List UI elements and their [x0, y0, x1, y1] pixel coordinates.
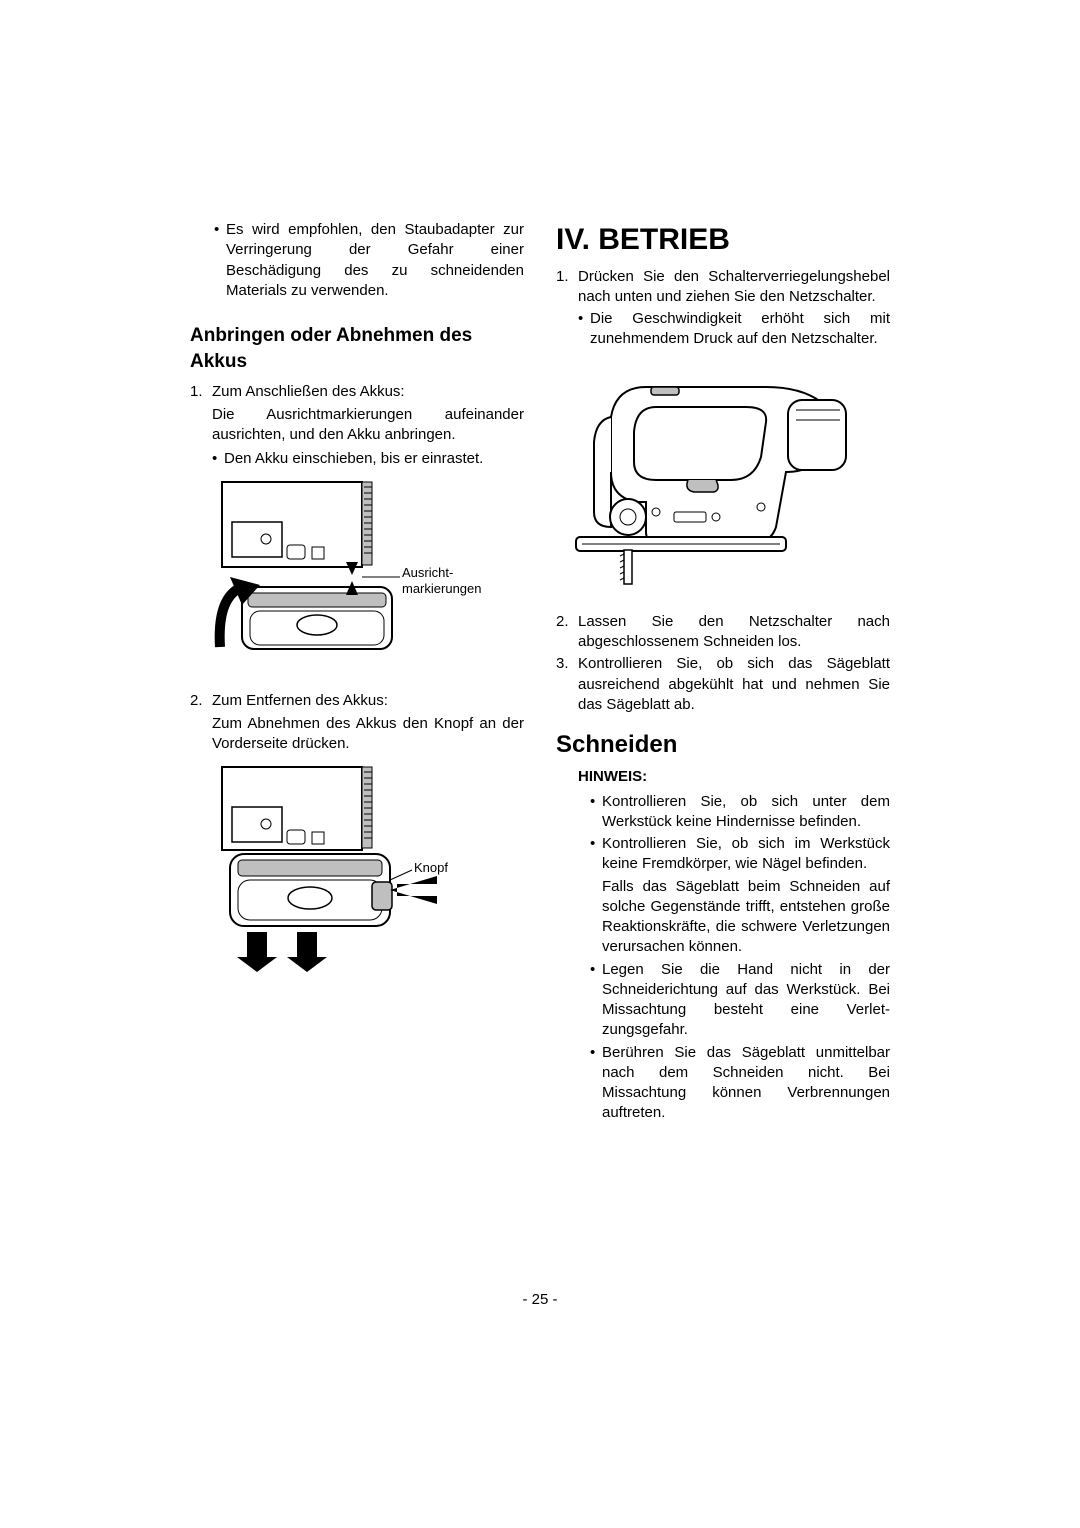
- hinweis-1: • Kontrollieren Sie, ob sich unter dem W…: [590, 792, 890, 833]
- bullet-dot: •: [590, 792, 602, 833]
- step-number: 2.: [190, 691, 212, 711]
- step-text: Kontrollieren Sie, ob sich das Säge­blat…: [578, 654, 890, 715]
- operate-step-3: 3. Kontrollieren Sie, ob sich das Säge­b…: [556, 654, 890, 715]
- bullet-dot: •: [590, 834, 602, 875]
- figure-jigsaw: [556, 362, 890, 598]
- step-number: 1.: [556, 267, 578, 308]
- bullet-dot: •: [590, 960, 602, 1041]
- step-number: 3.: [556, 654, 578, 715]
- step-number: 2.: [556, 612, 578, 653]
- sub-text: Die Geschwindigkeit erhöht sich mit zune…: [590, 309, 890, 350]
- bullet-dot: •: [212, 220, 226, 301]
- step-lead: Zum Anschließen des Akkus:: [212, 382, 524, 402]
- hinweis-text: Legen Sie die Hand nicht in der Schneide…: [602, 960, 890, 1041]
- heading-schneiden: Schneiden: [556, 729, 890, 761]
- fig1-label-line1: Ausricht-: [402, 565, 453, 581]
- step-text: Drücken Sie den Schalterverriegelungs­he…: [578, 267, 890, 308]
- heading-attach-battery: Anbringen oder Abnehmen des Akkus: [190, 323, 524, 374]
- step1-body: Die Ausrichtmarkierungen aufeinander aus…: [212, 405, 524, 446]
- top-bullet-text: Es wird empfohlen, den Staubadapter zur …: [226, 220, 524, 301]
- hinweis-text: Kontrollieren Sie, ob sich im Werk­stück…: [602, 834, 890, 875]
- step-number: 1.: [190, 382, 212, 402]
- figure-remove-battery: Knopf: [212, 762, 524, 972]
- figure-attach-battery: Ausricht- markierungen: [212, 477, 524, 677]
- page-number: - 25 -: [0, 1291, 1080, 1308]
- remove-step-2: 2. Zum Entfernen des Akkus:: [190, 691, 524, 711]
- page-content: • Es wird empfohlen, den Staubadapter zu…: [190, 220, 890, 1126]
- bullet-dot: •: [212, 449, 224, 469]
- step-lead: Zum Entfernen des Akkus:: [212, 691, 524, 711]
- operate-step-1-sub: • Die Geschwindigkeit erhöht sich mit zu…: [578, 309, 890, 350]
- step2-body: Zum Abnehmen des Akkus den Knopf an der …: [212, 714, 524, 755]
- fig2-label: Knopf: [414, 860, 448, 876]
- step1-sub-bullet: • Den Akku einschieben, bis er ein­raste…: [212, 449, 524, 469]
- step1-sub-text: Den Akku einschieben, bis er ein­rastet.: [224, 449, 524, 469]
- left-column: • Es wird empfohlen, den Staubadapter zu…: [190, 220, 524, 1126]
- top-bullet: • Es wird empfohlen, den Staubadapter zu…: [212, 220, 524, 301]
- hinweis-2: • Kontrollieren Sie, ob sich im Werk­stü…: [590, 834, 890, 875]
- hinweis-text: Kontrollieren Sie, ob sich unter dem Wer…: [602, 792, 890, 833]
- hinweis-text: Berühren Sie das Sägeblatt unmit­telbar …: [602, 1043, 890, 1124]
- attach-step-1: 1. Zum Anschließen des Akkus:: [190, 382, 524, 402]
- operate-step-1: 1. Drücken Sie den Schalterverriegelungs…: [556, 267, 890, 308]
- hinweis-2-sub: Falls das Sägeblatt beim Schneiden auf s…: [602, 877, 890, 958]
- bullet-dot: •: [590, 1043, 602, 1124]
- hinweis-4: • Berühren Sie das Sägeblatt unmit­telba…: [590, 1043, 890, 1124]
- hinweis-label: HINWEIS:: [578, 767, 890, 787]
- right-column: IV. BETRIEB 1. Drücken Sie den Schalterv…: [556, 220, 890, 1126]
- step-text: Lassen Sie den Netzschalter nach abgesch…: [578, 612, 890, 653]
- bullet-dot: •: [578, 309, 590, 350]
- hinweis-3: • Legen Sie die Hand nicht in der Schnei…: [590, 960, 890, 1041]
- operate-step-2: 2. Lassen Sie den Netzschalter nach abge…: [556, 612, 890, 653]
- fig1-label-line2: markierungen: [402, 581, 482, 597]
- heading-section-betrieb: IV. BETRIEB: [556, 220, 890, 261]
